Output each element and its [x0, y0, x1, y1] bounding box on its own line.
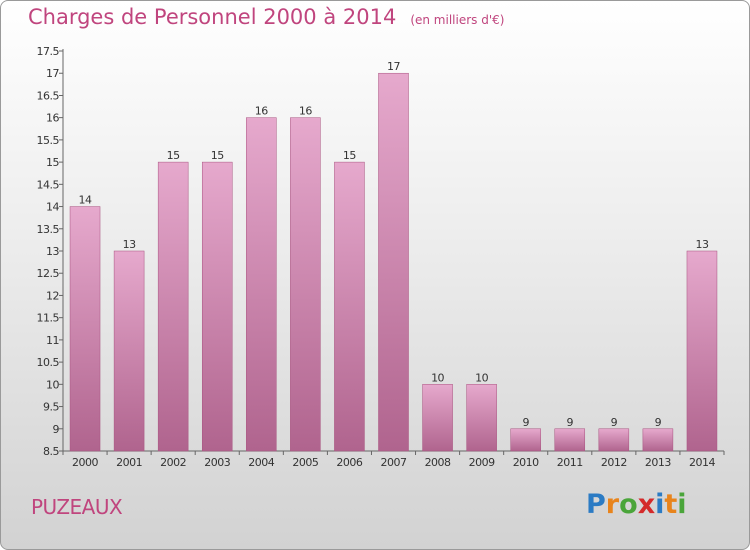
logo-letter: P	[586, 489, 606, 520]
y-tick-label: 16.5	[37, 89, 60, 102]
x-tick-label: 2009	[469, 456, 495, 469]
bar-value-label: 16	[299, 105, 312, 118]
x-tick-label: 2010	[513, 456, 539, 469]
bar-value-label: 13	[695, 238, 708, 251]
x-tick-label: 2003	[204, 456, 230, 469]
y-tick-label: 10.5	[37, 356, 60, 369]
y-tick-label: 10	[46, 378, 59, 391]
logo-letter: o	[619, 489, 638, 520]
x-tick-label: 2008	[425, 456, 451, 469]
bar-2012	[598, 428, 630, 452]
bar-2000	[69, 206, 101, 452]
bar-2003	[201, 161, 233, 452]
bar-value-label: 15	[211, 149, 224, 162]
y-tick-label: 13.5	[37, 223, 60, 236]
chart-title-text: Charges de Personnel 2000 à 2014	[28, 5, 397, 29]
bar-value-label: 9	[522, 416, 529, 429]
x-tick-label: 2005	[292, 456, 318, 469]
bar-2006	[334, 161, 365, 452]
chart-axes: 8.5 9 9.5 10 10.5 11 11.5 12 12.5 13 13.5 14 14.5 15 1…	[37, 45, 725, 458]
y-tick-label: 11.5	[37, 312, 60, 325]
chart-title: Charges de Personnel 2000 à 2014 (en mill…	[28, 5, 504, 29]
bar-2008	[422, 384, 453, 452]
bar-value-label: 10	[475, 371, 488, 384]
bar-value-label: 13	[123, 238, 136, 251]
x-tick-label: 2012	[601, 456, 627, 469]
y-tick-label: 15	[46, 156, 59, 169]
bar-value-label: 14	[79, 194, 92, 207]
y-tick-label: 11	[46, 334, 59, 347]
chart-labels: 2000 14 2001 13 2002 15 2003 15 2004 16 2005 16 2006…	[72, 60, 716, 469]
bar-2001	[113, 250, 145, 452]
bar-value-label: 9	[567, 416, 574, 429]
x-tick-label: 2014	[689, 456, 715, 469]
logo-letter: x	[637, 489, 656, 520]
x-tick-label: 2013	[645, 456, 671, 469]
y-tick-label: 14	[46, 201, 59, 214]
x-tick-label: 2002	[160, 456, 186, 469]
x-tick-label: 2004	[248, 456, 274, 469]
chart-bars	[69, 72, 718, 452]
bar-2007	[378, 72, 409, 452]
bar-2002	[157, 161, 189, 452]
y-tick-label: 12	[46, 289, 59, 302]
y-tick-label: 12.5	[37, 267, 60, 280]
bar-2009	[466, 384, 497, 452]
bar-value-label: 17	[387, 60, 400, 73]
bar-value-label: 10	[431, 371, 444, 384]
bar-2011	[554, 428, 586, 452]
logo-letter: i	[677, 489, 687, 520]
y-tick-label: 16	[46, 112, 59, 125]
x-tick-label: 2011	[557, 456, 583, 469]
x-tick-label: 2006	[336, 456, 362, 469]
y-tick-label: 14.5	[37, 178, 60, 191]
bar-2004	[246, 117, 277, 452]
bar-2005	[290, 117, 321, 452]
bar-value-label: 15	[343, 149, 356, 162]
x-tick-label: 2000	[72, 456, 98, 469]
y-tick-label: 9.5	[43, 401, 59, 414]
proxiti-logo: Proxiti	[586, 489, 687, 520]
x-tick-label: 2001	[116, 456, 142, 469]
y-tick-label: 8.5	[43, 445, 59, 458]
bar-2014	[686, 250, 718, 452]
logo-letter: r	[605, 489, 620, 520]
bar-value-label: 9	[611, 416, 618, 429]
y-tick-label: 13	[46, 245, 59, 258]
y-tick-label: 17.5	[37, 45, 60, 58]
logo-letter: i	[655, 489, 665, 520]
y-tick-label: 15.5	[37, 134, 60, 147]
bar-2010	[510, 428, 541, 452]
y-tick-label: 9	[53, 423, 60, 436]
logo-letter: t	[664, 489, 678, 520]
bar-value-label: 16	[255, 105, 268, 118]
chart-unit-note: (en milliers d'€)	[410, 13, 505, 27]
bar-value-label: 15	[167, 149, 180, 162]
city-name: PUZEAUX	[31, 495, 123, 519]
x-tick-label: 2007	[381, 456, 407, 469]
bar-value-label: 9	[655, 416, 662, 429]
y-tick-label: 17	[46, 67, 59, 80]
bar-2013	[642, 428, 674, 452]
